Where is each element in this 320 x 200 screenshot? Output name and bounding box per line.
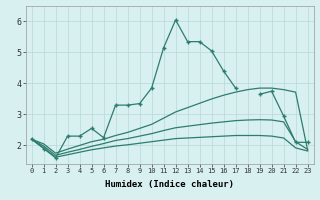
X-axis label: Humidex (Indice chaleur): Humidex (Indice chaleur) [105, 180, 234, 189]
